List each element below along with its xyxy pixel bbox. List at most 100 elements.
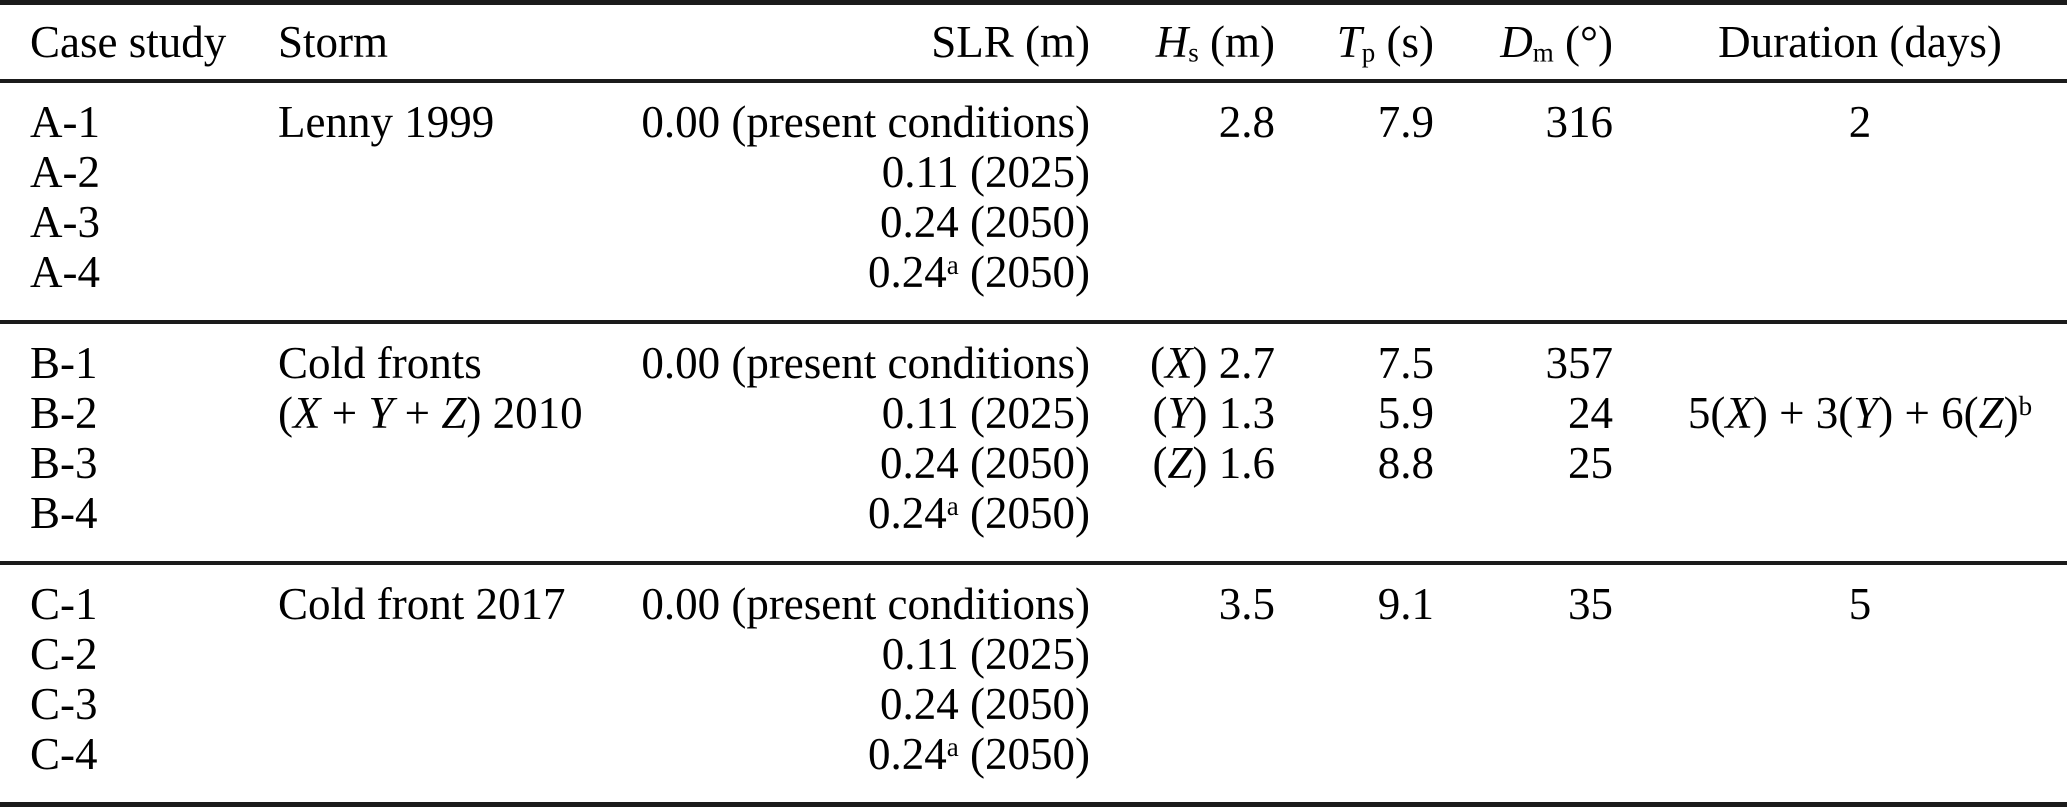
math-variable: D xyxy=(1500,17,1533,67)
cell-hs: 2.8 xyxy=(1093,83,1275,147)
cell-hs xyxy=(1093,147,1275,197)
math-variable: Y xyxy=(368,388,394,438)
text-segment: ) 1.6 xyxy=(1192,438,1276,488)
cell-slr: 0.24 (2050) xyxy=(620,197,1093,247)
cell-slr: 0.24 (2050) xyxy=(620,438,1093,488)
text-segment: 35 xyxy=(1568,579,1613,629)
footnote-marker: b xyxy=(2018,391,2033,422)
cell-slr: 0.00 (present conditions) xyxy=(620,561,1093,629)
text-segment: ) 2010 xyxy=(466,388,583,438)
cell-storm xyxy=(278,679,620,729)
math-variable: Z xyxy=(1978,388,2004,438)
table-row: B-4 0.24a (2050) xyxy=(0,488,2067,561)
cell-case_study: C-2 xyxy=(0,629,278,679)
cell-slr: 0.24 (2050) xyxy=(620,679,1093,729)
text-segment: B-4 xyxy=(30,488,98,538)
math-variable: Y xyxy=(1853,388,1879,438)
text-segment: 0.24 xyxy=(868,488,947,538)
text-segment: ) + 3( xyxy=(1752,388,1854,438)
cell-hs xyxy=(1093,679,1275,729)
cell-tp xyxy=(1275,147,1434,197)
text-segment: (°) xyxy=(1553,17,1613,67)
text-segment: B-2 xyxy=(30,388,98,438)
cell-dm xyxy=(1434,679,1613,729)
cell-case_study: C-1 xyxy=(0,561,278,629)
math-variable: Z xyxy=(441,388,467,438)
text-segment: 2.8 xyxy=(1218,97,1275,147)
math-variable: T xyxy=(1336,17,1362,67)
text-segment: B-1 xyxy=(30,338,98,388)
cell-tp xyxy=(1275,629,1434,679)
text-segment: (2050) xyxy=(958,488,1090,538)
cell-dm xyxy=(1434,488,1613,561)
cell-storm xyxy=(278,147,620,197)
text-segment: Duration (days) xyxy=(1718,17,2002,67)
cell-dm xyxy=(1434,247,1613,320)
text-segment: ( xyxy=(1150,338,1165,388)
cell-hs: (Z) 1.6 xyxy=(1093,438,1275,488)
text-segment: SLR (m) xyxy=(931,17,1090,67)
cell-case_study: B-2 xyxy=(0,388,278,438)
text-segment: A-4 xyxy=(30,247,100,297)
cell-hs: (X) 2.7 xyxy=(1093,320,1275,388)
table-row: C-3 0.24 (2050) xyxy=(0,679,2067,729)
math-variable: Y xyxy=(1167,388,1193,438)
cell-storm: Lenny 1999 xyxy=(278,83,620,147)
column-header-case_study: Case study xyxy=(0,5,278,83)
cell-dm: 24 xyxy=(1434,388,1613,438)
text-segment: A-2 xyxy=(30,147,100,197)
column-header-tp: Tp (s) xyxy=(1275,5,1434,83)
subscript-label: s xyxy=(1188,37,1199,68)
text-segment: ) xyxy=(2003,388,2019,438)
column-header-hs: Hs (m) xyxy=(1093,5,1275,83)
cell-case_study: B-4 xyxy=(0,488,278,561)
cell-hs xyxy=(1093,488,1275,561)
text-segment: (2050) xyxy=(958,729,1090,779)
cell-storm: (X + Y + Z) 2010 xyxy=(278,388,620,438)
cell-dm: 357 xyxy=(1434,320,1613,388)
math-variable: X xyxy=(1165,338,1193,388)
column-header-storm: Storm xyxy=(278,5,620,83)
row-group-b: B-1 Cold fronts 0.00 (present conditions)(… xyxy=(0,320,2067,561)
text-segment: 7.5 xyxy=(1377,338,1434,388)
cell-dm xyxy=(1434,147,1613,197)
cell-dm: 35 xyxy=(1434,561,1613,629)
text-segment: ) 2.7 xyxy=(1192,338,1276,388)
text-segment: C-4 xyxy=(30,729,98,779)
text-segment: 357 xyxy=(1545,338,1614,388)
text-segment: A-1 xyxy=(30,97,100,147)
math-variable: X xyxy=(293,388,321,438)
text-segment: 0.24 xyxy=(868,729,947,779)
cell-slr: 0.00 (present conditions) xyxy=(620,83,1093,147)
text-segment: (s) xyxy=(1375,17,1434,67)
text-segment: (2050) xyxy=(958,247,1090,297)
cell-tp: 7.5 xyxy=(1275,320,1434,388)
text-segment: 316 xyxy=(1545,97,1614,147)
cell-tp: 5.9 xyxy=(1275,388,1434,438)
cell-slr: 0.11 (2025) xyxy=(620,388,1093,438)
text-segment: B-3 xyxy=(30,438,98,488)
cell-hs xyxy=(1093,729,1275,802)
table-row: A-1 Lenny 1999 0.00 (present conditions) 2.… xyxy=(0,83,2067,147)
cell-dm xyxy=(1434,629,1613,679)
text-segment: Cold fronts xyxy=(278,338,482,388)
text-segment: 0.11 (2025) xyxy=(881,388,1090,438)
cell-slr: 0.11 (2025) xyxy=(620,629,1093,679)
text-segment: 0.11 (2025) xyxy=(881,629,1090,679)
table-row: B-3 0.24 (2050) (Z) 1.6 8.8 25 xyxy=(0,438,2067,488)
cell-case_study: A-2 xyxy=(0,147,278,197)
cell-tp xyxy=(1275,729,1434,802)
text-segment: + xyxy=(320,388,369,438)
table-row: B-2 (X + Y + Z) 2010 0.11 (2025) (Y) 1.3 5.9… xyxy=(0,388,2067,438)
text-segment: C-2 xyxy=(30,629,98,679)
cell-duration xyxy=(1613,488,2067,561)
math-variable: H xyxy=(1155,17,1189,67)
math-variable: X xyxy=(1725,388,1753,438)
text-segment: 5 xyxy=(1848,579,1872,629)
cell-dm xyxy=(1434,197,1613,247)
cell-tp: 7.9 xyxy=(1275,83,1434,147)
text-segment: 5.9 xyxy=(1377,388,1434,438)
cell-duration: 5 xyxy=(1613,561,2067,629)
table-row: C-1 Cold front 2017 0.00 (present conditio… xyxy=(0,561,2067,629)
